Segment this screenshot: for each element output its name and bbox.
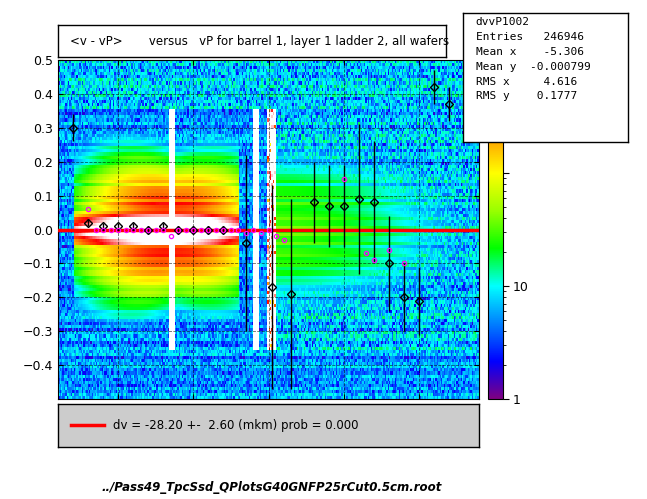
Text: dvvP1002
Entries   246946
Mean x    -5.306
Mean y  -0.000799
RMS x     4.616
RMS: dvvP1002 Entries 246946 Mean x -5.306 Me… — [476, 17, 591, 101]
Text: dv = -28.20 +-  2.60 (mkm) prob = 0.000: dv = -28.20 +- 2.60 (mkm) prob = 0.000 — [113, 419, 358, 432]
Text: $10^2$: $10^2$ — [508, 60, 531, 76]
Text: <v - vP>       versus   vP for barrel 1, layer 1 ladder 2, all wafers: <v - vP> versus vP for barrel 1, layer 1… — [70, 34, 449, 48]
Text: ../Pass49_TpcSsd_QPlotsG40GNFP25rCut0.5cm.root: ../Pass49_TpcSsd_QPlotsG40GNFP25rCut0.5c… — [102, 481, 442, 494]
